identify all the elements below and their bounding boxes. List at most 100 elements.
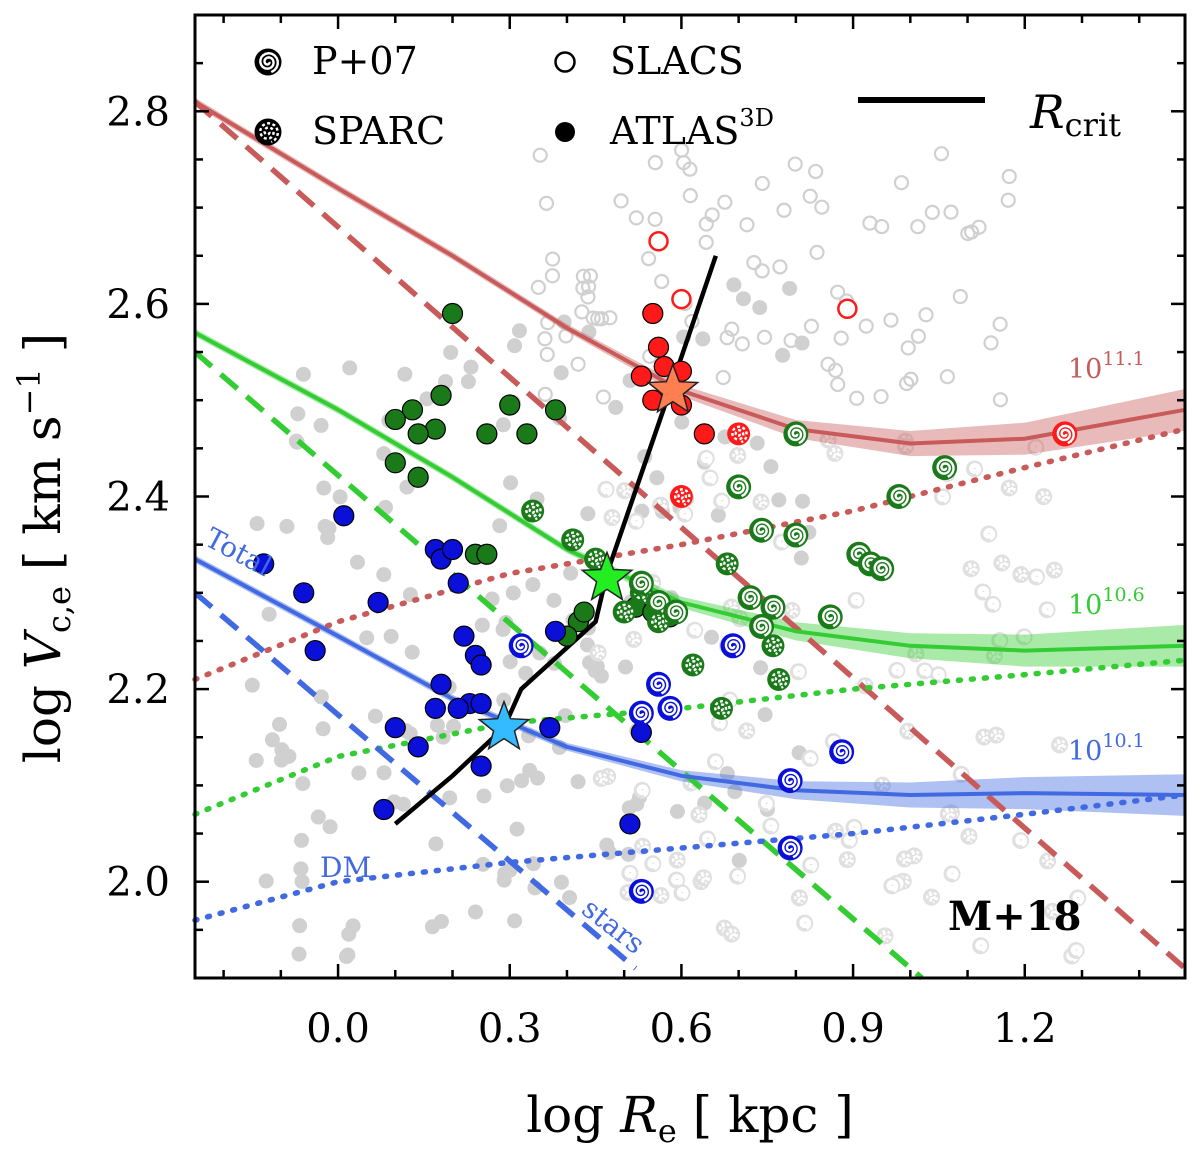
gray-open-point bbox=[754, 175, 770, 192]
gray-spiral-point-disc bbox=[589, 644, 607, 662]
slacs-point bbox=[837, 298, 858, 319]
sparc-point bbox=[521, 499, 545, 523]
p07-point-arm bbox=[787, 525, 806, 546]
y-tick-label: 2.4 bbox=[106, 475, 170, 521]
gray-filled-point bbox=[279, 518, 295, 534]
gray-open-point bbox=[582, 268, 599, 284]
mass-label-high: 1011.1 bbox=[1068, 348, 1145, 385]
gray-filled-point bbox=[608, 399, 624, 415]
gray-spiral-point-disc bbox=[1051, 736, 1069, 754]
gray-open-point bbox=[808, 163, 824, 180]
gray-spiral-point-arm bbox=[989, 649, 1001, 663]
gray-filled-point bbox=[261, 606, 277, 622]
gray-spiral-point bbox=[722, 598, 740, 616]
gray-open-point bbox=[734, 336, 750, 352]
gray-filled-point bbox=[507, 913, 523, 929]
gray-filled-point bbox=[757, 707, 773, 723]
p07-point-arm bbox=[730, 477, 749, 498]
gray-spiral-point-arm bbox=[1042, 854, 1055, 868]
gray-open-point bbox=[893, 175, 910, 191]
atlas-point bbox=[476, 423, 498, 445]
atlas-point bbox=[407, 466, 429, 488]
p07-point-arm bbox=[633, 703, 652, 724]
gray-filled-point bbox=[570, 774, 586, 790]
sparc-point bbox=[561, 528, 585, 552]
gray-spiral-point bbox=[972, 937, 990, 955]
gray-spiral-point bbox=[960, 827, 978, 845]
gray-spiral-point bbox=[690, 806, 708, 824]
gray-spiral-point bbox=[1069, 889, 1087, 907]
gray-spiral-point bbox=[783, 601, 801, 619]
gray-spiral-point-arm bbox=[994, 634, 1007, 648]
gray-spiral-point-arm bbox=[636, 784, 649, 797]
gray-filled-point bbox=[719, 766, 735, 782]
gray-filled-point bbox=[514, 773, 530, 789]
x-tick-label: 0.9 bbox=[821, 1006, 885, 1052]
gray-spiral-point-arm bbox=[741, 724, 754, 738]
gray-spiral-point-arm bbox=[793, 665, 805, 679]
gray-spiral-point bbox=[802, 856, 820, 874]
gray-spiral-point bbox=[789, 663, 807, 681]
gray-open-point bbox=[827, 362, 844, 378]
gray-spiral-point-arm bbox=[1038, 490, 1051, 504]
gray-filled-point bbox=[509, 821, 525, 837]
gray-spiral-point bbox=[801, 749, 819, 767]
p07-point bbox=[932, 455, 958, 481]
p07-point bbox=[508, 633, 534, 659]
gray-spiral-point-arm bbox=[755, 495, 768, 509]
gray-spiral-point bbox=[1067, 941, 1085, 959]
gray-open-point bbox=[647, 155, 663, 171]
model-curve-layer bbox=[192, 99, 1188, 981]
atlas-point bbox=[384, 452, 406, 474]
atlas-point bbox=[441, 538, 464, 561]
atlas-point bbox=[693, 423, 715, 445]
atlas-point bbox=[642, 302, 664, 325]
gray-spiral-point-disc bbox=[960, 827, 978, 845]
p07-point-arm bbox=[650, 593, 669, 613]
gray-open-point bbox=[776, 202, 792, 218]
gray-spiral-point-disc bbox=[738, 722, 756, 740]
gray-spiral-point-arm bbox=[977, 585, 990, 599]
legend-slacs-label: SLACS bbox=[610, 39, 744, 83]
gray-filled-point bbox=[771, 492, 787, 508]
gray-spiral-point-arm bbox=[937, 490, 949, 504]
gray-filled-point bbox=[315, 721, 331, 737]
gray-filled-point bbox=[340, 947, 356, 963]
gray-spiral-point-arm bbox=[671, 874, 684, 887]
gray-filled-point bbox=[428, 836, 444, 852]
gray-open-point bbox=[673, 142, 690, 158]
gray-filled-point bbox=[460, 374, 476, 390]
p07-point-arm bbox=[822, 607, 841, 628]
gray-spiral-point-arm bbox=[900, 440, 912, 453]
gray-spiral-point bbox=[673, 884, 691, 902]
gray-spiral-point-disc bbox=[922, 888, 940, 906]
gray-filled-point bbox=[264, 732, 280, 748]
gray-filled-point bbox=[342, 360, 358, 376]
gray-open-point bbox=[698, 234, 714, 250]
gray-spiral-point-arm bbox=[628, 633, 641, 646]
gray-open-point bbox=[918, 307, 934, 323]
mass-label-low: 1010.1 bbox=[1068, 730, 1145, 767]
gray-spiral-point-arm bbox=[726, 601, 738, 614]
gray-spiral-point-arm bbox=[987, 598, 1000, 611]
gray-spiral-point-arm bbox=[734, 612, 747, 626]
sparc-point bbox=[761, 634, 785, 658]
gray-spiral-point bbox=[847, 591, 865, 609]
p07-point bbox=[1052, 421, 1078, 447]
p07-point-arm bbox=[782, 771, 801, 791]
p07-point bbox=[783, 522, 809, 548]
p07-point bbox=[777, 835, 803, 861]
atlas-point bbox=[373, 798, 395, 821]
p07-point bbox=[657, 695, 683, 721]
x-tick-label: 0.6 bbox=[650, 1006, 714, 1052]
gray-spiral-point-arm bbox=[595, 772, 608, 786]
gray-spiral-point bbox=[838, 851, 856, 869]
gray-spiral-point bbox=[627, 512, 645, 530]
gray-filled-point bbox=[433, 913, 449, 929]
gray-filled-point bbox=[474, 617, 490, 633]
gray-open-point bbox=[802, 188, 818, 204]
legend-atlas-marker bbox=[555, 122, 575, 142]
gray-filled-point bbox=[376, 765, 392, 781]
p07-point bbox=[663, 599, 689, 625]
gray-open-point bbox=[532, 147, 548, 163]
